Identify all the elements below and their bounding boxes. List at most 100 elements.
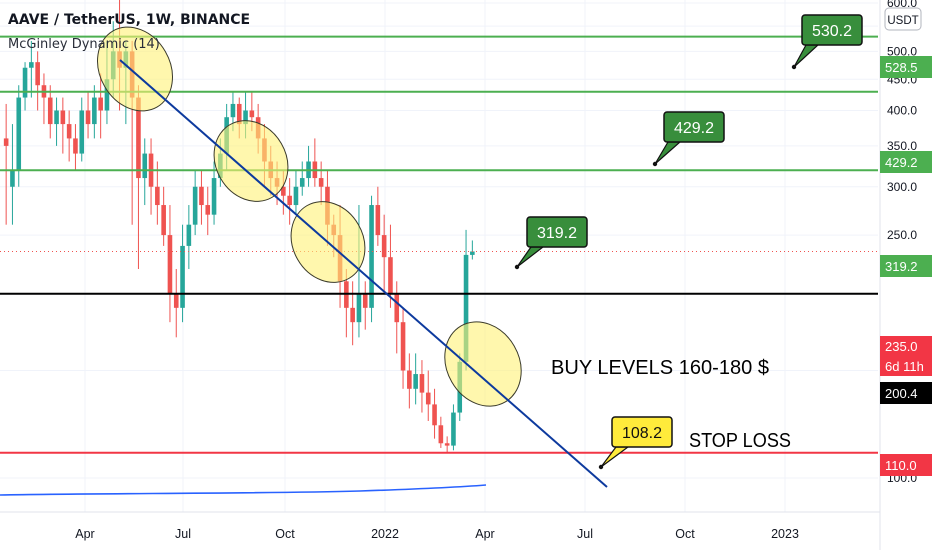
candle-body xyxy=(29,62,34,68)
candle-body xyxy=(243,110,248,125)
price-label-box xyxy=(880,356,932,376)
candle-body xyxy=(281,186,286,196)
time-tick-label: 2023 xyxy=(771,527,799,541)
candle-body xyxy=(22,67,28,98)
price-label-box xyxy=(880,382,932,404)
candle-body xyxy=(54,110,59,125)
candle-body xyxy=(192,186,198,225)
target-callout[interactable]: 429.2 xyxy=(652,111,725,167)
candle-body xyxy=(432,404,437,426)
highlight-ellipse xyxy=(444,321,522,407)
candle-body xyxy=(104,79,110,111)
candle-body xyxy=(444,443,450,446)
time-tick-label: Apr xyxy=(75,527,94,541)
buy-levels-annotation: BUY LEVELS 160-180 $ xyxy=(551,357,769,379)
time-tick-label: 2022 xyxy=(371,527,399,541)
candle-body xyxy=(85,110,91,125)
price-label: 200.4 xyxy=(885,386,918,401)
currency-badge: USDT xyxy=(887,15,918,27)
symbol-title: AAVE / TetherUS, 1W, BINANCE xyxy=(8,12,251,28)
price-label-box xyxy=(880,454,932,476)
callout-anchor xyxy=(514,264,520,270)
descending-trendline[interactable] xyxy=(119,59,608,488)
candle-body xyxy=(375,205,381,236)
price-axis[interactable]: 150.0250.0300.0350.0400.0450.0500.0550.0… xyxy=(879,0,932,550)
candle-body xyxy=(425,392,431,405)
candle-body xyxy=(161,205,166,236)
candle-body xyxy=(180,245,185,308)
price-label: 6d 11h xyxy=(885,359,924,374)
candle-body xyxy=(463,254,469,362)
price-label: 235.0 xyxy=(885,339,918,354)
candle-body xyxy=(205,205,211,215)
candle-body xyxy=(293,186,299,206)
candle-body xyxy=(155,186,160,206)
candle-body xyxy=(287,195,292,206)
callout-box xyxy=(801,14,863,46)
candle-body xyxy=(60,110,66,125)
candle-body xyxy=(413,374,418,389)
target-callout[interactable]: 108.2 xyxy=(598,416,673,470)
candle-body xyxy=(98,97,103,111)
candle-body xyxy=(407,370,412,389)
candle-body xyxy=(356,294,362,323)
candle-body xyxy=(47,97,53,125)
callout-box xyxy=(611,416,673,448)
mcginley-dynamic-line xyxy=(0,484,487,496)
price-label-box xyxy=(880,255,932,277)
candle-body xyxy=(249,110,255,118)
candle-body xyxy=(369,205,374,308)
price-label: 319.2 xyxy=(885,259,918,274)
price-tick-label: 250.0 xyxy=(887,228,917,242)
candle-body xyxy=(167,235,173,295)
price-label-box xyxy=(880,151,932,173)
candle-body xyxy=(394,294,400,323)
candle-body xyxy=(350,307,355,323)
target-callout[interactable]: 319.2 xyxy=(514,216,588,270)
candle-body xyxy=(186,224,192,246)
candle-body xyxy=(35,62,40,86)
callout-box xyxy=(663,111,725,143)
candle-body xyxy=(10,169,15,187)
currency-badge-box[interactable] xyxy=(884,7,922,31)
candle-body xyxy=(362,294,368,308)
candle-body xyxy=(199,186,204,206)
candle-body xyxy=(451,412,456,446)
candle-body xyxy=(400,322,406,371)
callout-anchor xyxy=(598,464,604,470)
candle-body xyxy=(16,97,22,170)
price-tick-label: 350.0 xyxy=(887,139,917,153)
candle-body xyxy=(230,103,236,118)
candle-body xyxy=(388,257,393,295)
callout-label: 429.2 xyxy=(674,120,714,137)
stop-loss-annotation: STOP LOSS xyxy=(689,430,791,452)
callout-anchor xyxy=(652,161,658,167)
indicator-legend: McGinley Dynamic (14) xyxy=(8,37,160,52)
price-tick-label: 500.0 xyxy=(887,44,917,58)
price-tick-label: 300.0 xyxy=(887,180,917,194)
target-callout[interactable]: 530.2 xyxy=(791,14,863,70)
price-tick-label: 400.0 xyxy=(887,103,917,117)
callout-pointer xyxy=(654,141,682,165)
time-axis[interactable]: Apr Jul Oct 2022 Apr Jul Oct 2023 xyxy=(0,511,880,541)
price-label: 110.0 xyxy=(885,458,917,473)
time-tick-label: Jul xyxy=(577,527,593,541)
time-tick-label: Jul xyxy=(175,527,191,541)
candle-body xyxy=(211,178,217,215)
price-label-box xyxy=(880,336,932,356)
callout-label: 108.2 xyxy=(622,425,662,442)
candle-body xyxy=(381,235,387,258)
highlight-ellipse xyxy=(213,120,289,202)
callout-label: 530.2 xyxy=(812,23,852,40)
candle-body xyxy=(318,178,324,187)
callout-pointer xyxy=(516,246,545,268)
candle-body xyxy=(79,110,85,154)
price-tick-label: 600.0 xyxy=(887,0,917,10)
candle-body xyxy=(173,294,179,308)
candle-body xyxy=(419,374,425,393)
time-tick-label: Oct xyxy=(275,527,295,541)
time-tick-label: Apr xyxy=(475,527,494,541)
candle-body xyxy=(236,103,242,125)
